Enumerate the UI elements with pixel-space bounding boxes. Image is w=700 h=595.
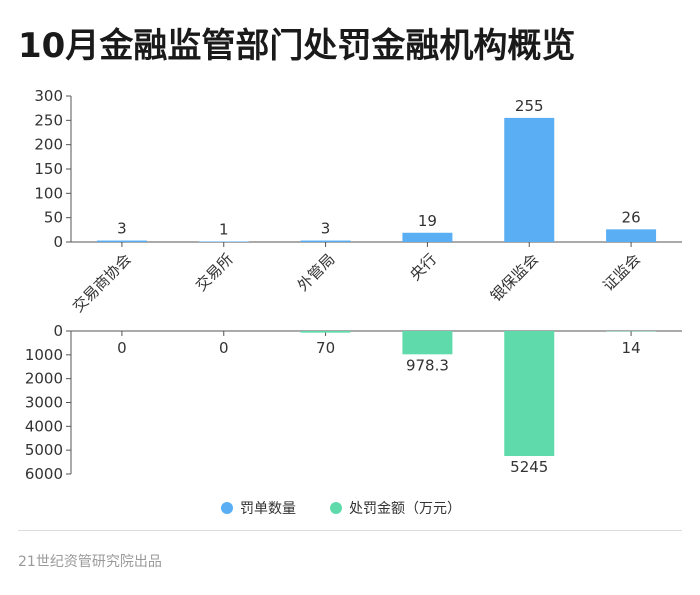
top-y-tick-label: 0 (53, 233, 63, 251)
bar-penalty-count (96, 240, 147, 242)
data-label-penalty-count: 3 (321, 220, 331, 238)
bar-penalty-amount (300, 331, 351, 333)
category-label: 银保监会 (487, 250, 542, 305)
bottom-y-tick-label: 2000 (25, 370, 63, 388)
category-label: 交易商协会 (69, 250, 135, 316)
category-label: 央行 (406, 250, 440, 284)
top-y-tick-label: 200 (34, 136, 63, 154)
category-label: 外管局 (294, 250, 339, 295)
data-label-penalty-count: 3 (117, 220, 127, 238)
category-label: 交易所 (192, 250, 237, 295)
bottom-y-tick-label: 5000 (25, 441, 63, 459)
data-label-penalty-amount: 70 (316, 339, 335, 357)
bottom-y-tick-label: 6000 (25, 465, 63, 483)
bar-penalty-amount (402, 331, 453, 355)
legend-marker-penalty-amount (330, 502, 342, 514)
bottom-y-tick-label: 1000 (25, 346, 63, 364)
top-y-tick-label: 100 (34, 184, 63, 202)
data-label-penalty-count: 255 (515, 97, 544, 115)
top-y-tick-label: 300 (34, 87, 63, 105)
bar-penalty-count (300, 240, 351, 242)
bar-penalty-count (402, 232, 453, 242)
legend-marker-penalty-count (221, 502, 233, 514)
bottom-y-tick-label: 0 (53, 322, 63, 340)
dual-bar-chart: 0501001502002503000100020003000400050006… (25, 87, 682, 517)
data-label-penalty-amount: 978.3 (406, 356, 449, 374)
top-y-tick-label: 250 (34, 111, 63, 129)
chart-title: 10月金融监管部门处罚金融机构概览 (18, 26, 576, 66)
category-label: 证监会 (599, 250, 644, 295)
bar-penalty-amount (504, 331, 555, 457)
data-label-penalty-count: 19 (418, 212, 437, 230)
bottom-y-tick-label: 3000 (25, 394, 63, 412)
data-label-penalty-count: 1 (219, 221, 229, 239)
top-y-tick-label: 50 (44, 209, 63, 227)
data-label-penalty-amount: 14 (622, 339, 641, 357)
bottom-y-tick-label: 4000 (25, 417, 63, 435)
legend-label-penalty-amount: 处罚金额（万元） (349, 501, 461, 517)
footer-divider (18, 530, 682, 531)
bar-penalty-count (504, 117, 555, 242)
data-label-penalty-amount: 0 (219, 339, 229, 357)
legend-label-penalty-count: 罚单数量 (240, 501, 296, 517)
bar-penalty-count (606, 229, 657, 242)
source-note: 21世纪资管研究院出品 (18, 554, 162, 570)
data-label-penalty-amount: 0 (117, 339, 127, 357)
top-y-tick-label: 150 (34, 160, 63, 178)
data-label-penalty-amount: 5245 (510, 458, 548, 476)
data-label-penalty-count: 26 (622, 208, 641, 226)
